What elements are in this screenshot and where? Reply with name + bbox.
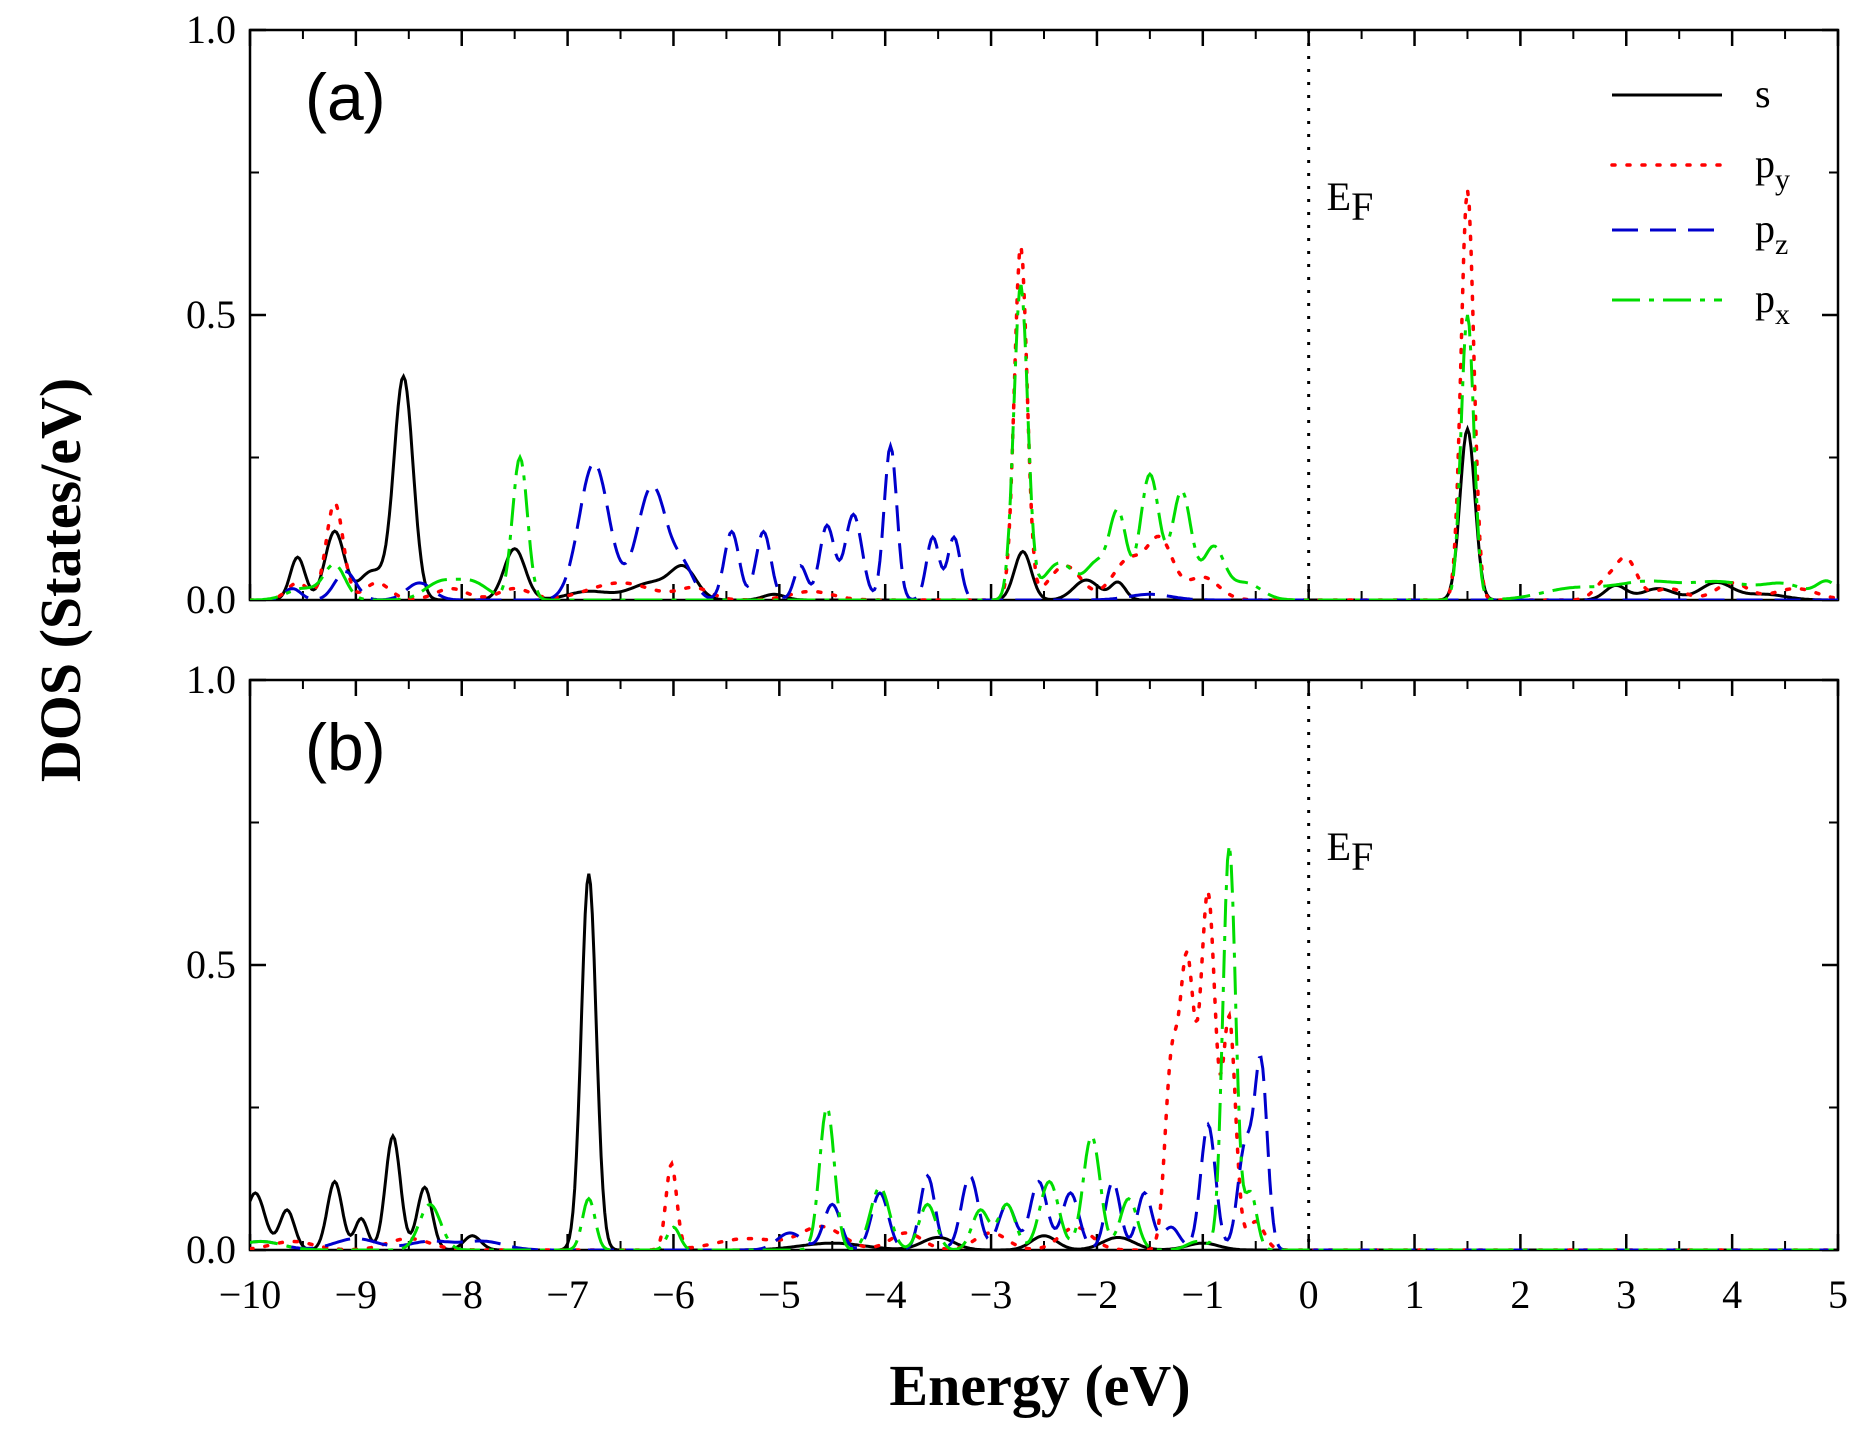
x-tick-label: −9 xyxy=(335,1272,378,1317)
series-line-px xyxy=(250,844,1838,1250)
plot-frame xyxy=(248,28,1840,602)
fermi-label: EF xyxy=(1327,824,1374,879)
series-line-py xyxy=(250,890,1838,1250)
legend-label-py: py xyxy=(1755,141,1790,196)
y-tick-label: 0.0 xyxy=(186,1227,236,1272)
series-line-pz xyxy=(250,1055,1838,1250)
legend-label-px: px xyxy=(1755,276,1790,331)
panel-label: (b) xyxy=(305,710,386,784)
x-tick-label: −4 xyxy=(864,1272,907,1317)
x-tick-label: −8 xyxy=(440,1272,483,1317)
y-axis-title: DOS (States/eV) xyxy=(28,378,93,782)
x-tick-label: −7 xyxy=(546,1272,589,1317)
x-tick-label: 4 xyxy=(1722,1272,1742,1317)
x-tick-label: −1 xyxy=(1182,1272,1225,1317)
y-tick-label: 1.0 xyxy=(186,657,236,702)
series-line-py xyxy=(250,189,1838,600)
series-line-px xyxy=(250,284,1838,600)
y-tick-label: 1.0 xyxy=(186,7,236,52)
x-tick-label: 0 xyxy=(1299,1272,1319,1317)
series-line-s xyxy=(250,873,1838,1250)
y-tick-label: 0.5 xyxy=(186,942,236,987)
x-tick-label: −5 xyxy=(758,1272,801,1317)
x-tick-label: −6 xyxy=(652,1272,695,1317)
x-tick-label: 2 xyxy=(1510,1272,1530,1317)
x-tick-label: −3 xyxy=(970,1272,1013,1317)
x-tick-label: 5 xyxy=(1828,1272,1848,1317)
panel-a: 0.0 0.5 1.0 (a) EF s py pz px xyxy=(186,7,1840,622)
x-tick-label: −10 xyxy=(219,1272,282,1317)
y-tick-label: 0.5 xyxy=(186,292,236,337)
x-tick-label: −2 xyxy=(1076,1272,1119,1317)
legend-label-s: s xyxy=(1755,71,1771,116)
panel-label: (a) xyxy=(305,60,386,134)
plot-frame xyxy=(248,678,1840,1252)
fermi-label: EF xyxy=(1327,174,1374,229)
legend: s py pz px xyxy=(1610,71,1790,331)
x-axis-title: Energy (eV) xyxy=(889,1353,1190,1418)
y-tick-label: 0.0 xyxy=(186,577,236,622)
panel-b: −10 −9 −8 −7 −6 −5 −4 −3 −2 −1 0 1 2 3 4 50.00.51.0(b)E… xyxy=(186,657,1848,1317)
x-tick-label: 3 xyxy=(1616,1272,1636,1317)
x-tick-label: 1 xyxy=(1405,1272,1425,1317)
legend-label-pz: pz xyxy=(1755,206,1788,261)
series-line-s xyxy=(250,372,1838,600)
